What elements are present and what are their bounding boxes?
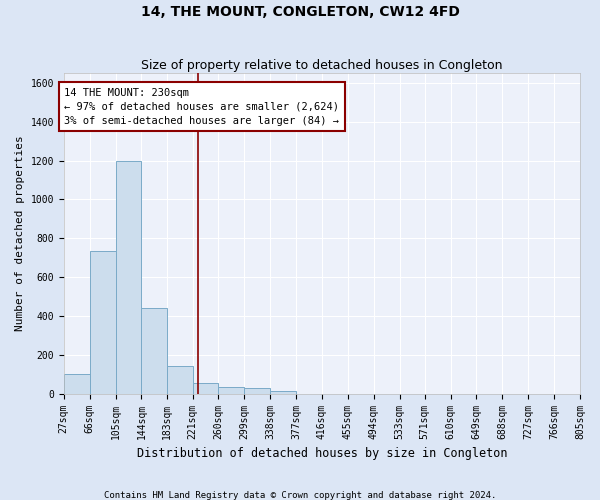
Bar xyxy=(244,388,270,394)
Bar xyxy=(64,374,89,394)
Bar xyxy=(116,160,142,394)
X-axis label: Distribution of detached houses by size in Congleton: Distribution of detached houses by size … xyxy=(137,447,507,460)
Bar xyxy=(218,387,244,394)
Bar xyxy=(142,308,167,394)
Text: Contains HM Land Registry data © Crown copyright and database right 2024.: Contains HM Land Registry data © Crown c… xyxy=(104,490,496,500)
Title: Size of property relative to detached houses in Congleton: Size of property relative to detached ho… xyxy=(141,59,503,72)
Bar xyxy=(193,383,218,394)
Text: 14 THE MOUNT: 230sqm
← 97% of detached houses are smaller (2,624)
3% of semi-det: 14 THE MOUNT: 230sqm ← 97% of detached h… xyxy=(64,88,340,126)
Y-axis label: Number of detached properties: Number of detached properties xyxy=(15,136,25,332)
Bar xyxy=(270,391,296,394)
Bar xyxy=(167,366,193,394)
Bar xyxy=(89,251,116,394)
Text: 14, THE MOUNT, CONGLETON, CW12 4FD: 14, THE MOUNT, CONGLETON, CW12 4FD xyxy=(140,5,460,19)
